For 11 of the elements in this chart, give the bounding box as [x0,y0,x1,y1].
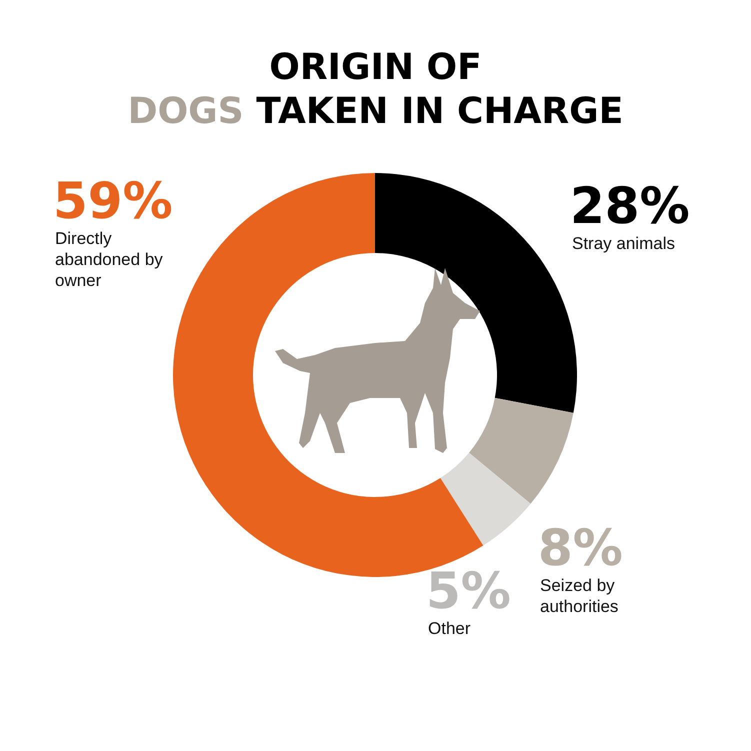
slice-label: Other [428,619,471,638]
data-label: 8% [538,519,623,577]
slice-label: Seized by authorities [540,576,618,616]
donut-slice [469,398,574,504]
data-label: 5% [426,562,511,620]
data-label: 28% [570,177,690,235]
slice-label: Directly abandoned by owner [55,229,164,290]
data-label: 59% [53,172,173,230]
donut-slice [440,452,531,546]
chart-title: ORIGIN OF DOGS TAKEN IN CHARGE [126,46,624,134]
slice-label: Stray animals [572,234,675,253]
